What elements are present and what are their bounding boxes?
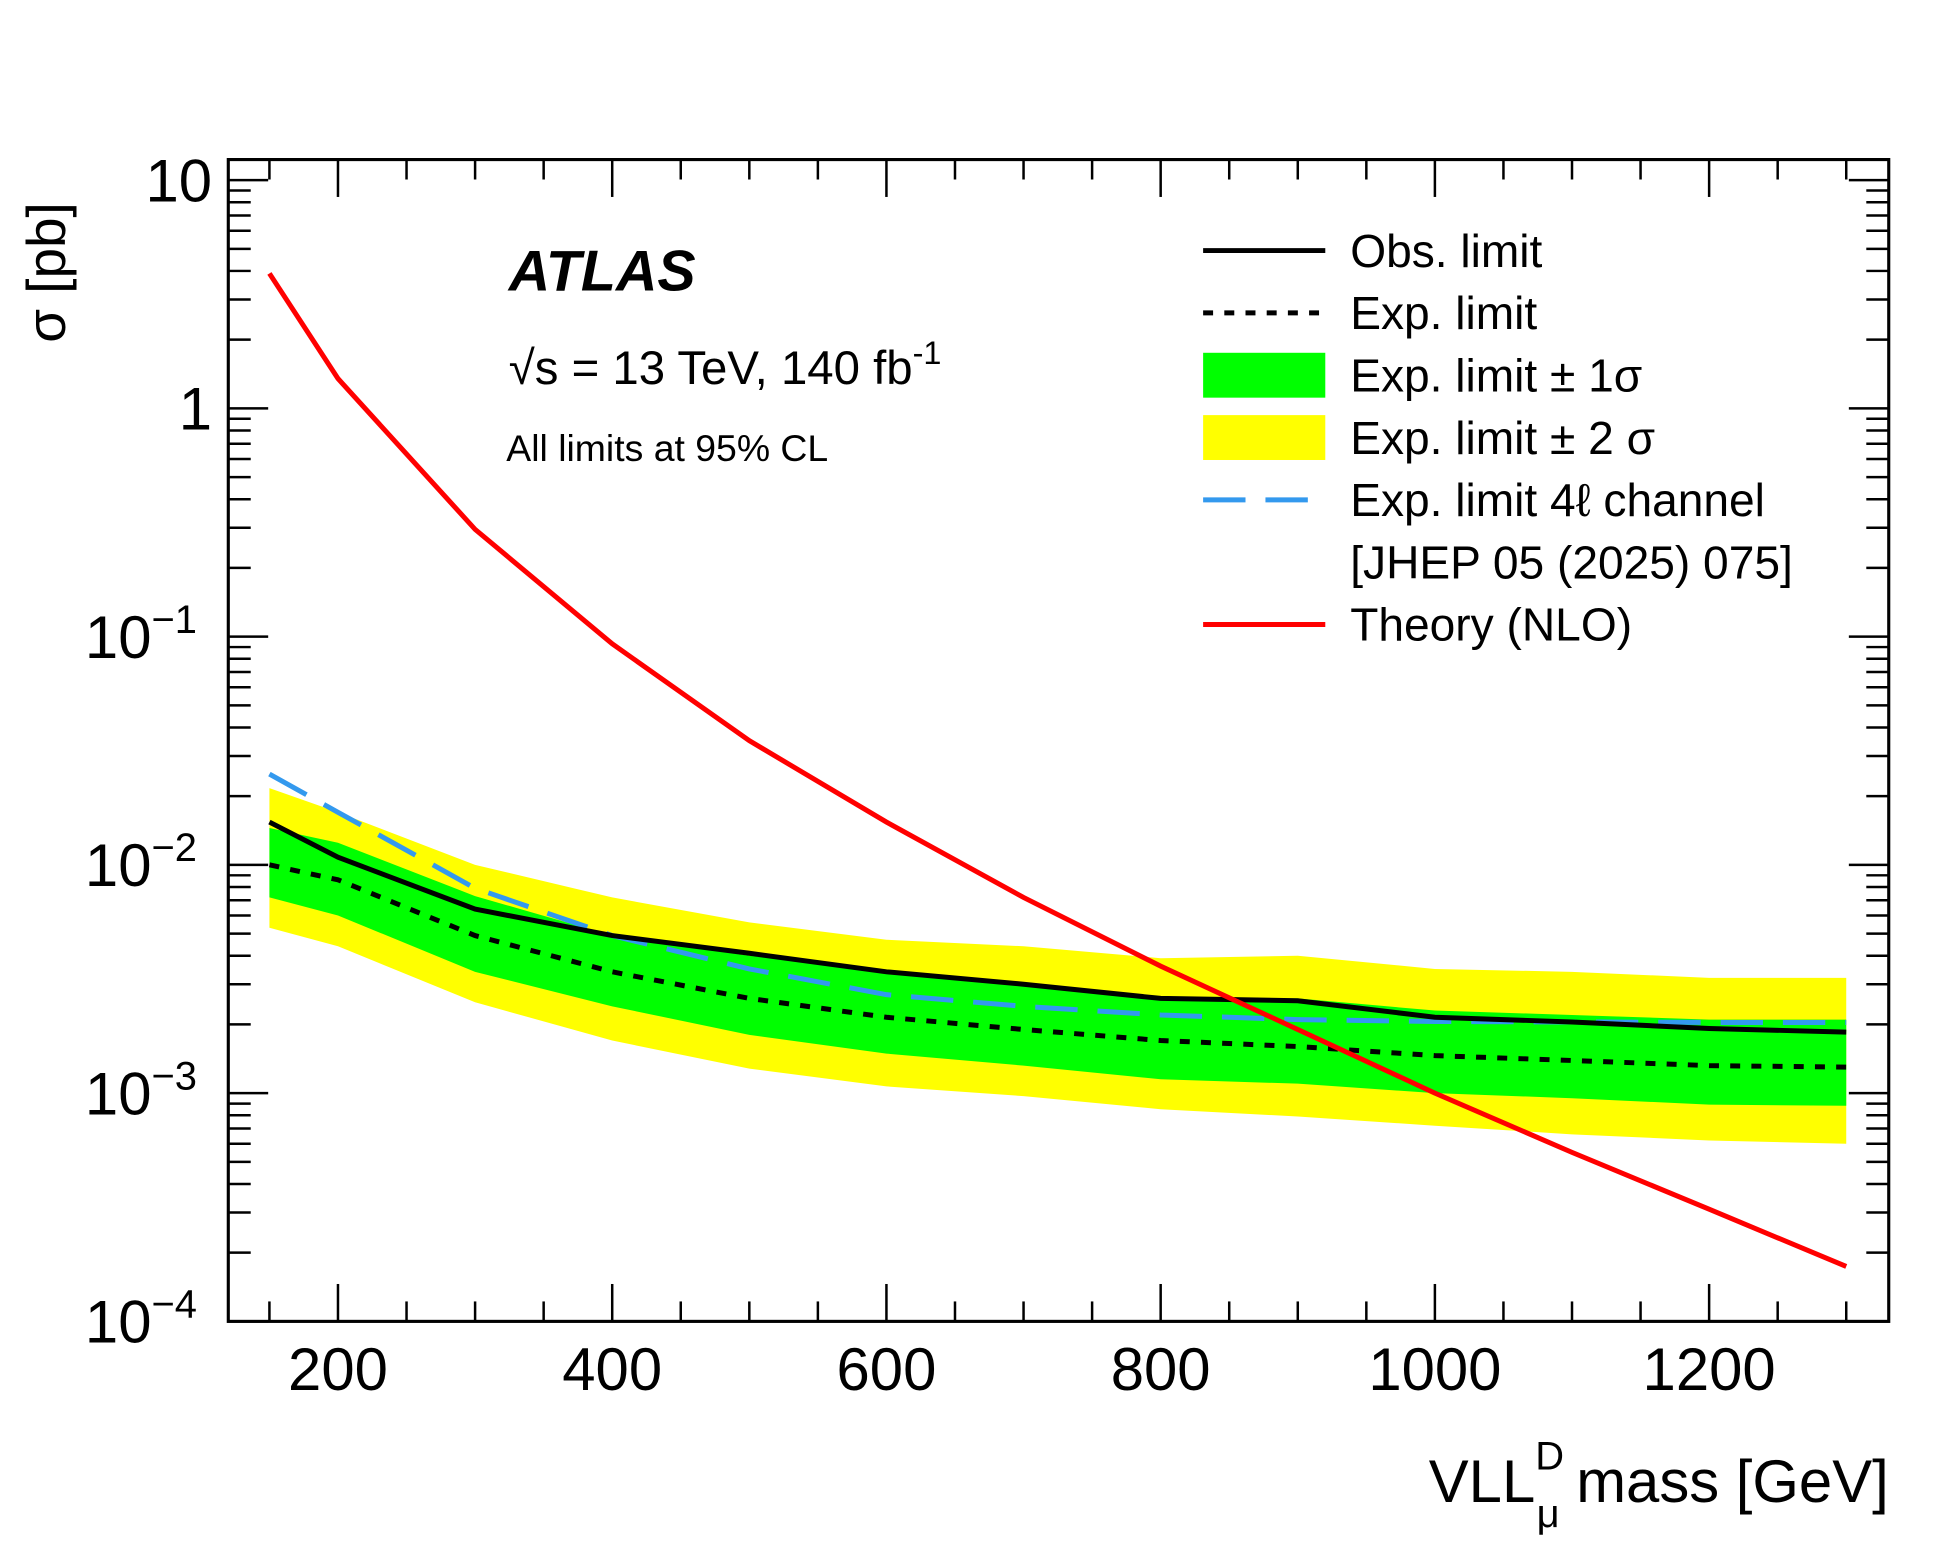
legend-label: Exp. limit [1350,287,1537,339]
y-axis-label: σ [pb] [15,202,77,343]
bands-layer [269,788,1847,1144]
legend-label: [JHEP 05 (2025) 075] [1350,536,1793,588]
y-tick-exp: −3 [151,1054,196,1098]
series-theory-nlo- [267,272,1848,1269]
legend-label: Obs. limit [1350,225,1542,277]
y-tick-label: 10−1 [85,598,197,671]
legend-label: Exp. limit ± 1σ [1350,349,1642,401]
legend-label: Theory (NLO) [1350,599,1632,651]
legend-swatch [1203,415,1326,460]
y-tick-base: 10 [85,832,152,899]
y-tick-label: 10−4 [85,1283,197,1356]
y-tick-label: 10 [146,147,213,214]
x-tick-label: 400 [562,1336,662,1403]
legend: Obs. limit Exp. limit Exp. limit ± 1σ Exp. … [1203,225,1793,651]
y-tick-label: 1 [179,376,212,443]
plot-frame [226,158,1891,1323]
y-tick-label: 10−2 [85,826,197,899]
cl-label: All limits at 95% CL [506,427,828,469]
x-axis-label: VLLD μ mass [GeV] [1429,1435,1889,1536]
x-tick-label: 800 [1111,1336,1211,1403]
legend-label: Exp. limit ± 2 σ [1350,412,1655,464]
x-label-sub: μ [1537,1492,1560,1536]
band-exp-limit-1- [269,828,1847,1106]
y-tick-label: 10−3 [85,1054,197,1127]
series-exp-limit [268,862,1847,1070]
x-tick-label: 1200 [1643,1336,1776,1403]
energy-label: √s = 13 TeV, 140 fb-1 [509,335,942,395]
legend-label: Exp. limit 4ℓ channel [1350,474,1765,526]
y-tick-exp: −4 [151,1283,196,1327]
x-label-main: VLL [1429,1448,1535,1515]
legend-swatch [1203,352,1326,398]
energy-text: √s = 13 TeV, 140 fb [509,342,913,395]
x-tick-label: 200 [288,1336,388,1403]
lines-layer [267,272,1848,1269]
y-tick-base: 10 [85,1060,152,1127]
y-tick-base: 10 [85,1289,152,1356]
y-tick-exp: −2 [151,826,196,870]
ticks-layer [228,159,1889,1323]
energy-sup: -1 [913,335,942,371]
series-obs-limit [268,819,1847,1035]
y-tick-exp: −1 [151,598,196,642]
x-tick-label: 600 [837,1336,937,1403]
y-tick-base: 10 [85,604,152,671]
x-label-sup: D [1535,1435,1564,1479]
x-label-tail: mass [GeV] [1560,1448,1889,1515]
experiment-label: ATLAS [507,239,696,303]
x-tick-label: 1000 [1368,1336,1501,1403]
